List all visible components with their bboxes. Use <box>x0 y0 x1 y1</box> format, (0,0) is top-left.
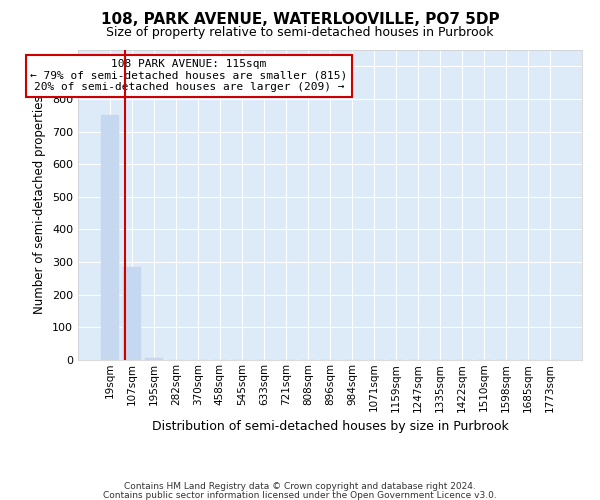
Text: Size of property relative to semi-detached houses in Purbrook: Size of property relative to semi-detach… <box>106 26 494 39</box>
Bar <box>123 267 140 360</box>
Text: 108 PARK AVENUE: 115sqm
← 79% of semi-detached houses are smaller (815)
20% of s: 108 PARK AVENUE: 115sqm ← 79% of semi-de… <box>30 60 347 92</box>
Y-axis label: Number of semi-detached properties: Number of semi-detached properties <box>34 96 46 314</box>
Bar <box>145 358 163 360</box>
Text: Contains public sector information licensed under the Open Government Licence v3: Contains public sector information licen… <box>103 490 497 500</box>
Text: 108, PARK AVENUE, WATERLOOVILLE, PO7 5DP: 108, PARK AVENUE, WATERLOOVILLE, PO7 5DP <box>101 12 499 28</box>
X-axis label: Distribution of semi-detached houses by size in Purbrook: Distribution of semi-detached houses by … <box>152 420 508 433</box>
Text: Contains HM Land Registry data © Crown copyright and database right 2024.: Contains HM Land Registry data © Crown c… <box>124 482 476 491</box>
Bar <box>101 116 119 360</box>
